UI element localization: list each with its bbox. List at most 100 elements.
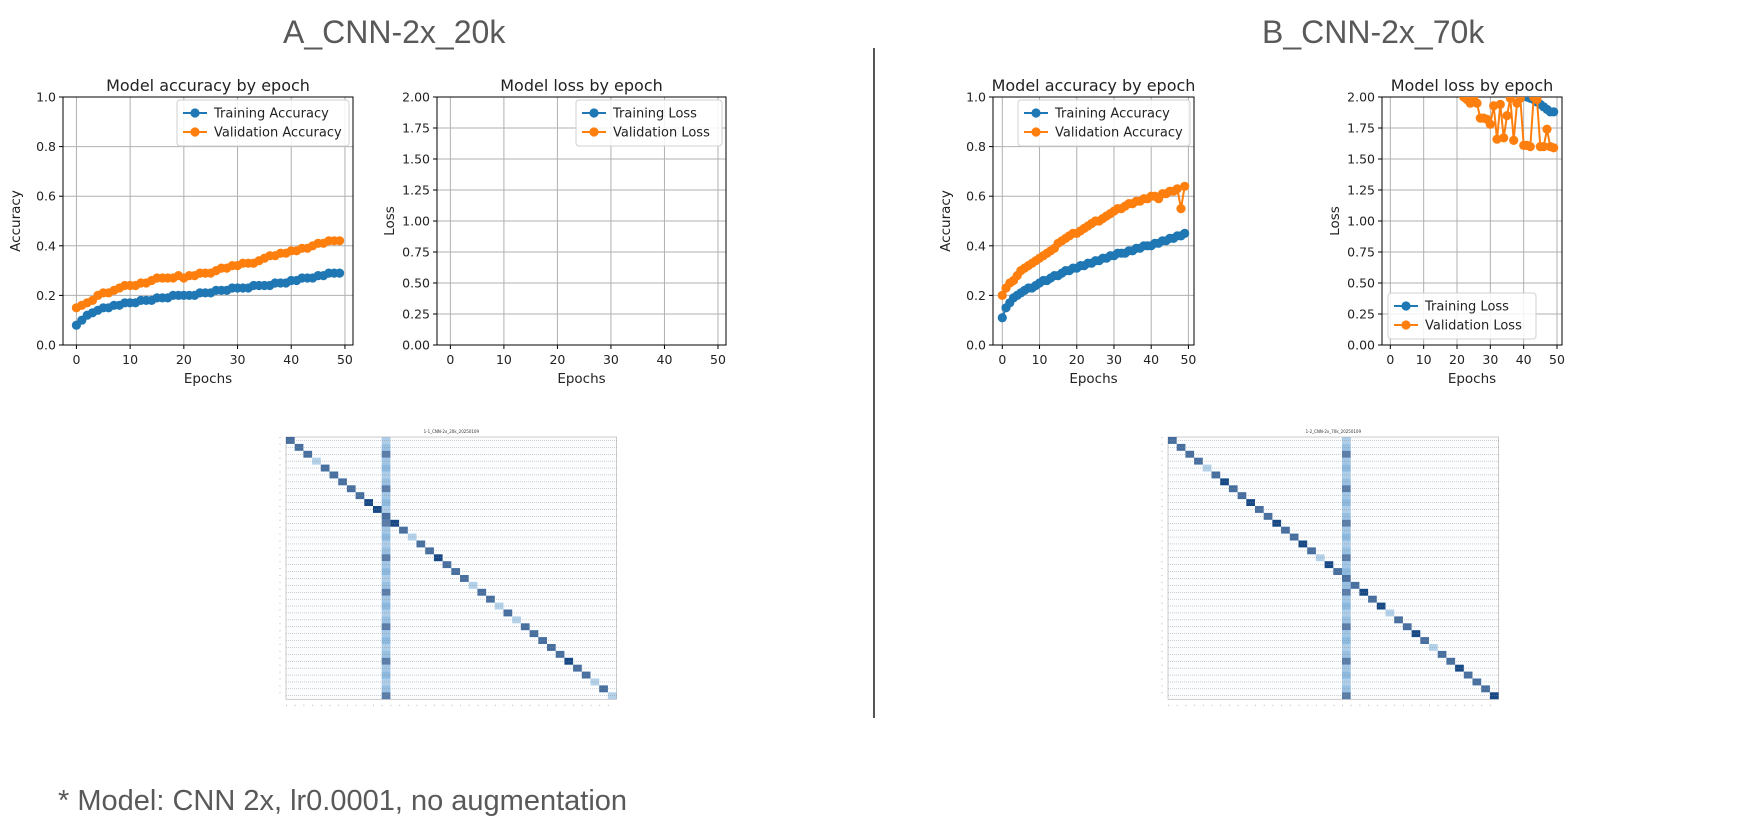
y-axis-label: Loss [1330,206,1343,236]
legend: Training Accuracy Validation Accuracy [176,99,350,147]
x-axis-label: Epochs [1069,371,1117,387]
series-group [1459,97,1559,153]
y-tick-label: 0.0 [966,338,986,353]
y-tick-label: 0.00 [1347,338,1375,353]
confusion-cell [1298,540,1308,548]
x-tick-label: 20 [549,352,565,367]
data-point [1176,204,1186,214]
y-tick-label: 1.25 [402,183,430,198]
legend-label: Training Accuracy [1054,107,1170,122]
data-point [1499,133,1509,143]
confusion-cell [1237,492,1247,500]
series-line [1463,97,1555,149]
confusion-cell [1472,678,1482,686]
x-tick-label: 40 [1516,352,1532,367]
x-tick-label: 50 [1549,352,1565,367]
confusion-cell [1359,588,1369,596]
legend-marker [1401,320,1411,330]
y-tick-label: 2.00 [402,90,430,105]
confusion-cell [373,506,382,513]
data-point [1549,107,1559,117]
confusion-cell [1402,623,1412,631]
legend-marker [190,108,200,118]
y-tick-label: 0.6 [966,189,986,204]
y-tick-label: 1.75 [402,121,430,136]
confusion-title: 1-2_CNN-2x_70k_20250109 [1306,429,1362,434]
confusion-cell [529,630,539,638]
confusion-cell [320,464,330,472]
x-tick-label: 0 [1386,352,1394,367]
confusion-cell [303,450,313,458]
plot-frame [436,96,727,346]
y-tick-label: 1.50 [402,152,430,167]
x-tick-label: 0 [998,352,1006,367]
legend-marker [1031,108,1041,118]
x-tick-label: 40 [283,352,299,367]
confusion-cell [1324,561,1334,569]
x-tick-label: 50 [1180,352,1196,367]
confusion-cell [1228,485,1238,493]
chart-a-accuracy: Model accuracy by epoch 0 10 20 30 40 50 0.0 0.2… [8,76,354,387]
y-tick-label: 0.0 [36,338,56,353]
confusion-cell [503,609,513,617]
y-tick-label: 0.50 [402,276,430,291]
y-tick-label: 0.00 [402,338,430,353]
legend-label: Validation Loss [613,126,710,141]
legend: Training Loss Validation Loss [1387,292,1537,340]
legend: Training Accuracy Validation Accuracy [1017,99,1191,147]
confusion-cell [1376,602,1386,610]
confusion-cell [1429,644,1438,651]
data-point [1509,135,1519,145]
data-point [1525,142,1535,152]
data-point [1485,119,1495,129]
x-tick-label: 50 [337,352,353,367]
confusion-cell [547,644,556,651]
data-point [997,290,1007,300]
confusion-cell [590,678,600,686]
confusion-cell [599,685,608,693]
x-tick-label: 20 [176,352,192,367]
x-axis-label: Epochs [1448,371,1496,387]
x-tick-label: 20 [1069,352,1085,367]
confusion-cell [1411,630,1421,638]
legend-box [1387,292,1537,340]
y-tick-label: 1.00 [1347,214,1375,229]
data-point [1539,142,1549,152]
y-tick-label: 0.50 [1347,276,1375,291]
confusion-cell [346,485,356,493]
confusion-title: 1-1_CNN-2x_20k_20250109 [424,429,480,434]
plot-frame [62,96,354,346]
legend-label: Validation Accuracy [214,126,342,141]
x-axis-label: Epochs [184,371,232,387]
chart-b-loss: Model loss by epoch 0 10 20 30 40 50 0.00 0.25 0.… [1330,76,1565,387]
legend-marker [1031,127,1041,137]
confusion-cell [1202,464,1212,472]
chart-title: Model accuracy by epoch [106,76,310,95]
x-tick-label: 20 [1449,352,1465,367]
x-tick-label: 10 [122,352,138,367]
legend-label: Validation Accuracy [1055,126,1183,141]
legend-label: Training Loss [612,107,697,122]
confusion-cell [477,588,487,596]
chart-a-loss: Model loss by epoch 0 10 20 30 40 50 0.00 0.25 0.… [382,76,727,387]
chart-title: Model loss by epoch [1391,76,1554,95]
confusion-cell [1211,471,1221,479]
confusion-cell [1176,443,1186,451]
confusion-matrix-a: 1-1_CNN-2x_20k_20250109 [279,429,617,706]
series-group [71,236,345,330]
confusion-cell [1455,664,1464,672]
y-tick-label: 0.2 [36,288,56,303]
confusion-cell [329,471,339,479]
data-point [1515,97,1525,103]
y-tick-label: 0.2 [966,288,986,303]
chart-title: Model accuracy by epoch [992,76,1196,95]
x-tick-label: 30 [603,352,619,367]
y-tick-label: 0.4 [966,238,986,253]
x-tick-label: 30 [1106,352,1122,367]
y-tick-label: 1.50 [1347,152,1375,167]
x-tick-label: 10 [1032,352,1048,367]
data-point [1502,111,1512,121]
legend-box [575,99,723,147]
legend-marker [190,127,200,137]
y-tick-label: 0.4 [36,238,56,253]
